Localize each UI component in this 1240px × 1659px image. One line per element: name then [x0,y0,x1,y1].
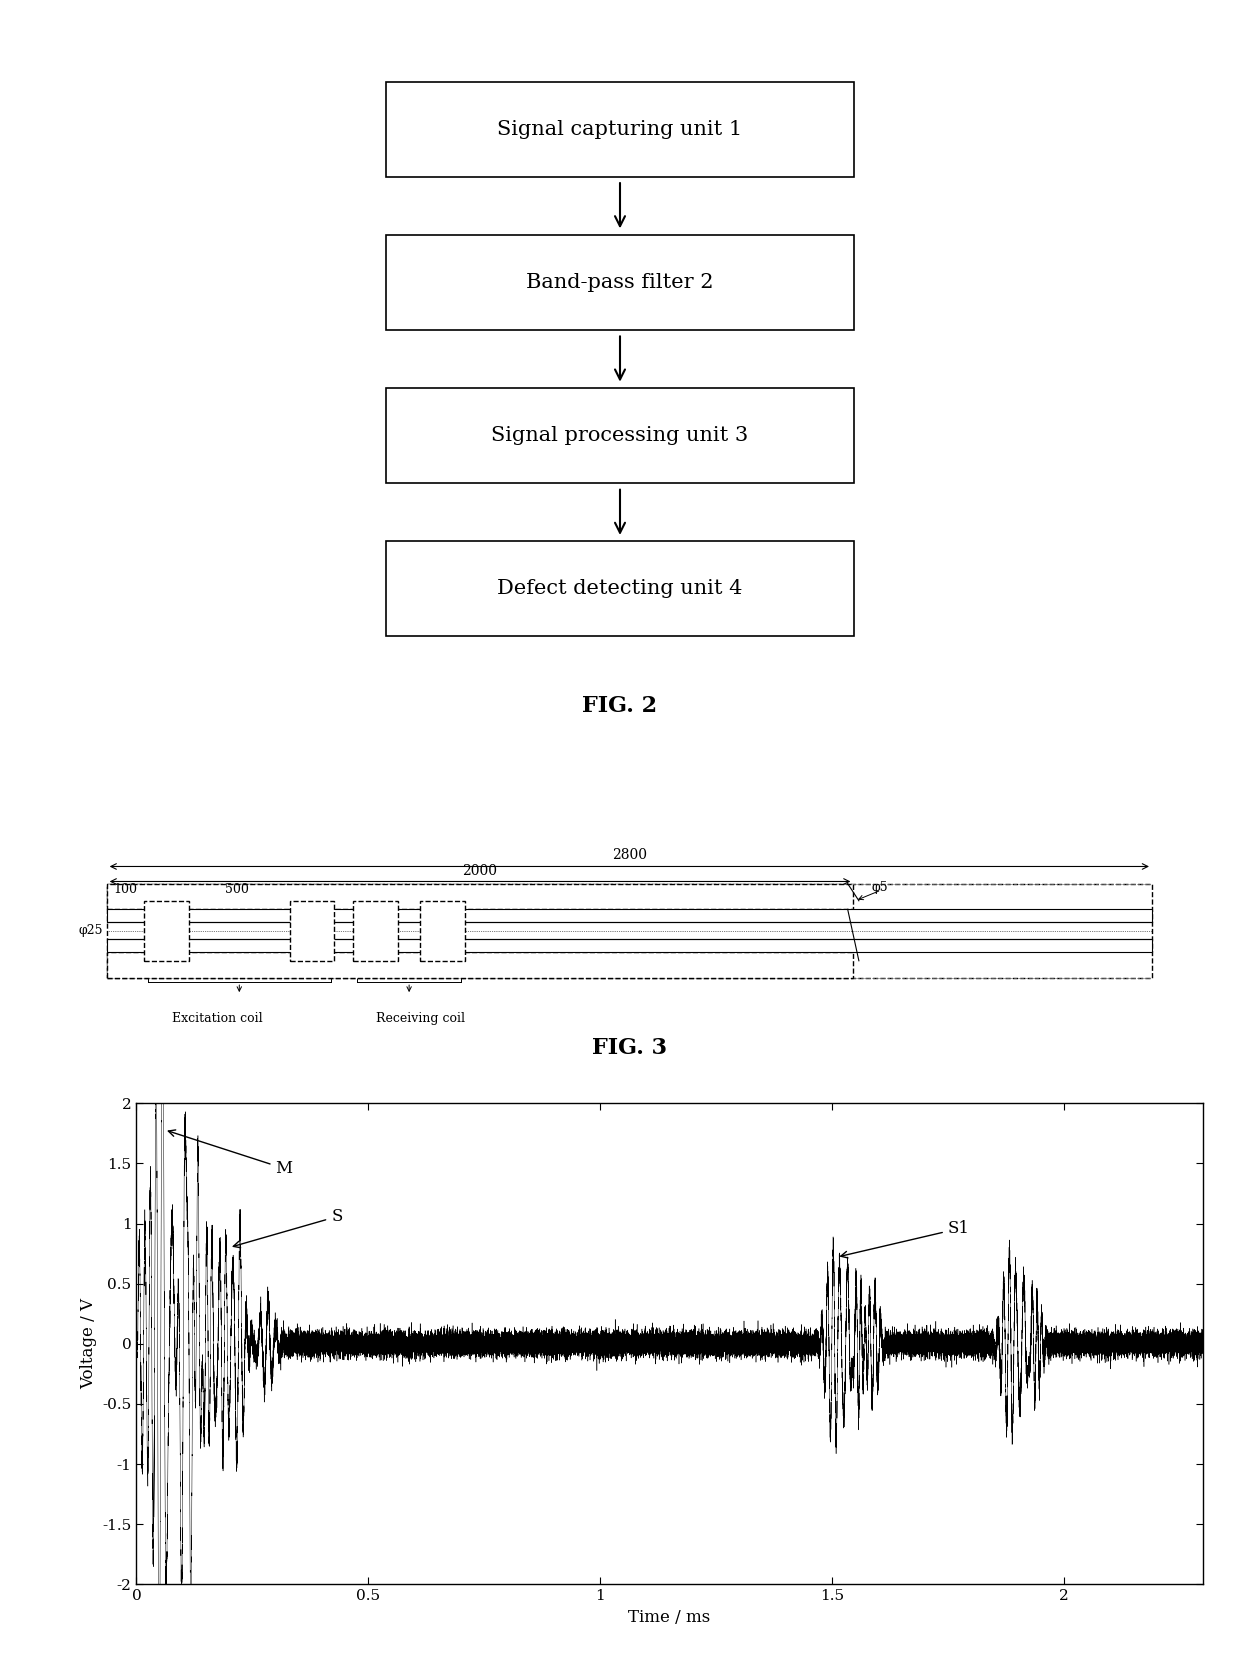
Bar [353,901,398,961]
Text: S1: S1 [841,1219,970,1258]
Text: 100: 100 [113,884,138,896]
Text: 2800: 2800 [611,848,647,863]
Bar [144,901,188,961]
Bar [107,939,1152,952]
Text: Defect detecting unit 4: Defect detecting unit 4 [497,579,743,599]
Text: M: M [169,1130,293,1176]
Text: Band-pass filter 2: Band-pass filter 2 [526,272,714,292]
Bar [107,884,853,909]
Bar [107,952,853,977]
Bar [290,901,335,961]
Text: φ25: φ25 [78,924,103,937]
Y-axis label: Voltage / V: Voltage / V [79,1299,97,1389]
Bar [420,901,465,961]
Text: Signal processing unit 3: Signal processing unit 3 [491,426,749,445]
Text: 2000: 2000 [463,864,497,878]
FancyBboxPatch shape [386,236,854,330]
Bar [107,909,1152,922]
Text: Excitation coil: Excitation coil [171,1012,262,1025]
FancyBboxPatch shape [386,388,854,483]
Text: Receiving coil: Receiving coil [376,1012,465,1025]
Text: Signal capturing unit 1: Signal capturing unit 1 [497,119,743,139]
Text: FIG. 3: FIG. 3 [591,1037,667,1060]
FancyBboxPatch shape [386,81,854,176]
Text: FIG. 2: FIG. 2 [583,695,657,717]
Text: 500: 500 [226,884,249,896]
X-axis label: Time / ms: Time / ms [629,1609,711,1626]
Text: φ5: φ5 [872,881,889,894]
Bar [107,884,1152,977]
FancyBboxPatch shape [386,541,854,637]
Text: S: S [233,1208,342,1248]
